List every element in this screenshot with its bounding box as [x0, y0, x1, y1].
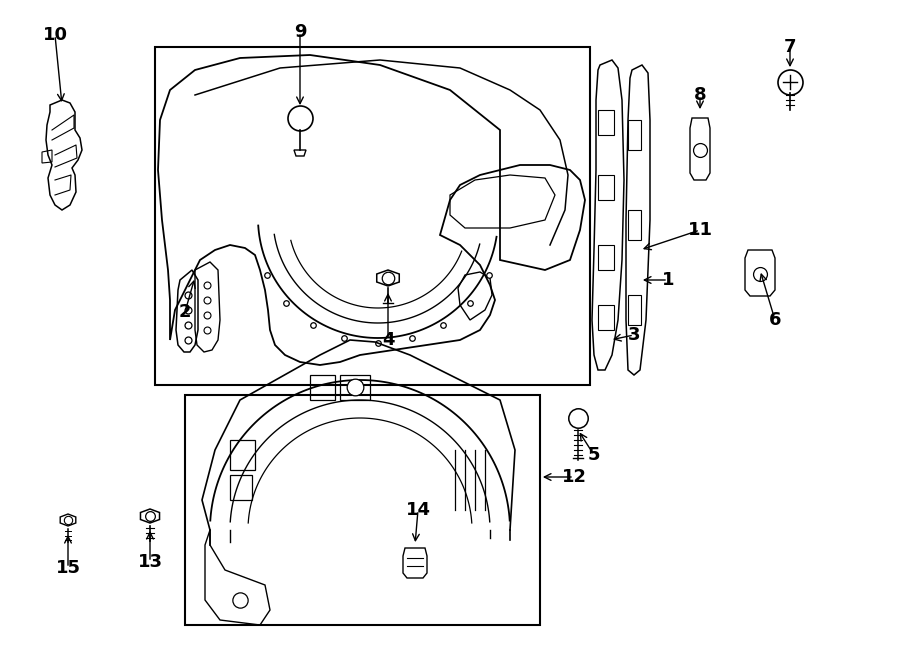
- Text: 7: 7: [784, 38, 796, 56]
- Text: 4: 4: [382, 331, 394, 349]
- Text: 8: 8: [694, 86, 706, 104]
- Text: 5: 5: [588, 446, 600, 464]
- Text: 2: 2: [179, 303, 191, 321]
- Bar: [294, 112, 306, 124]
- Text: 6: 6: [769, 311, 781, 329]
- Text: 15: 15: [56, 559, 80, 577]
- Text: 10: 10: [42, 26, 68, 44]
- Text: 9: 9: [293, 23, 306, 41]
- Text: 13: 13: [138, 553, 163, 571]
- Text: 12: 12: [562, 468, 587, 486]
- Text: 11: 11: [688, 221, 713, 239]
- Text: 3: 3: [628, 326, 640, 344]
- Text: 1: 1: [662, 271, 674, 289]
- Text: 14: 14: [406, 501, 430, 519]
